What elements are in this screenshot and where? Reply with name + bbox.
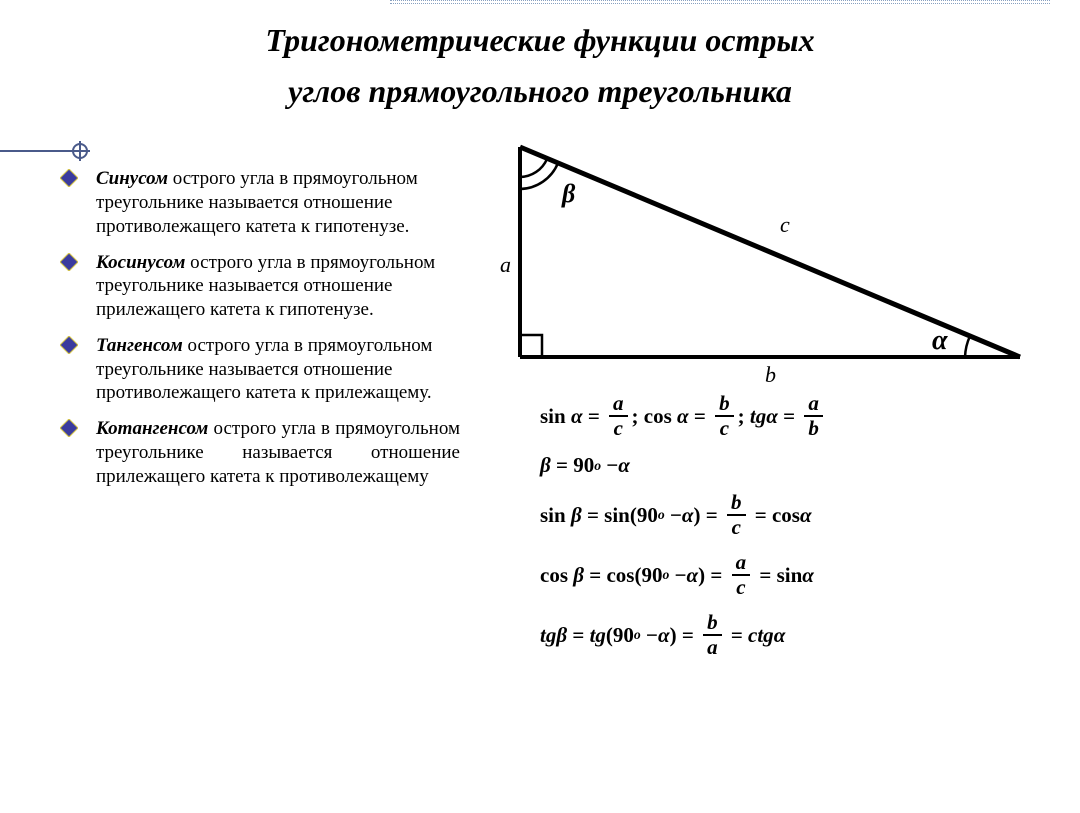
label-alpha: α (932, 325, 948, 356)
decoration-cross-v (79, 141, 81, 161)
title-line-2: углов прямоугольного треугольника (60, 66, 1020, 117)
term: Тангенсом (96, 335, 183, 356)
right-column: a b c β α sin α = ac ; cos α = bc ; tgα … (480, 127, 1050, 672)
formula-tg-beta: tgβ = tg(90o −α) = ba = ctgα (540, 612, 1050, 658)
bullet-icon (60, 419, 78, 437)
formula-cos-beta: cos β = cos(90o −α) = ac = sinα (540, 552, 1050, 598)
decoration-line (0, 150, 80, 152)
title-block: Тригонометрические функции острых углов … (0, 0, 1080, 127)
title-line-1: Тригонометрические функции острых (60, 15, 1020, 66)
label-b: b (765, 362, 776, 387)
formulas-block: sin α = ac ; cos α = bc ; tgα = ab β = 9… (480, 387, 1050, 658)
label-a: a (500, 252, 511, 277)
term: Синусом (96, 168, 168, 189)
label-beta: β (561, 179, 576, 208)
label-c: c (780, 212, 790, 237)
formula-beta-eq: β = 90o −α (540, 453, 1050, 478)
decorative-top-border (390, 0, 1050, 4)
definition-cotangent: Котангенсом острого угла в прямоугольном… (90, 417, 460, 488)
formula-sin-beta: sin β = sin(90o −α) = bc = cosα (540, 492, 1050, 538)
term: Котангенсом (96, 418, 208, 439)
definition-cosine: Косинусом острого угла в прямоугольном т… (90, 251, 460, 322)
definitions-list: Синусом острого угла в прямоугольном тре… (90, 127, 460, 672)
definition-tangent: Тангенсом острого угла в прямоугольном т… (90, 334, 460, 405)
bullet-icon (60, 253, 78, 271)
bullet-icon (60, 336, 78, 354)
term: Косинусом (96, 252, 185, 273)
bullet-icon (60, 169, 78, 187)
formula-sin-cos-tg-alpha: sin α = ac ; cos α = bc ; tgα = ab (540, 393, 1050, 439)
right-triangle-diagram: a b c β α (480, 127, 1040, 387)
definition-sine: Синусом острого угла в прямоугольном тре… (90, 167, 460, 238)
